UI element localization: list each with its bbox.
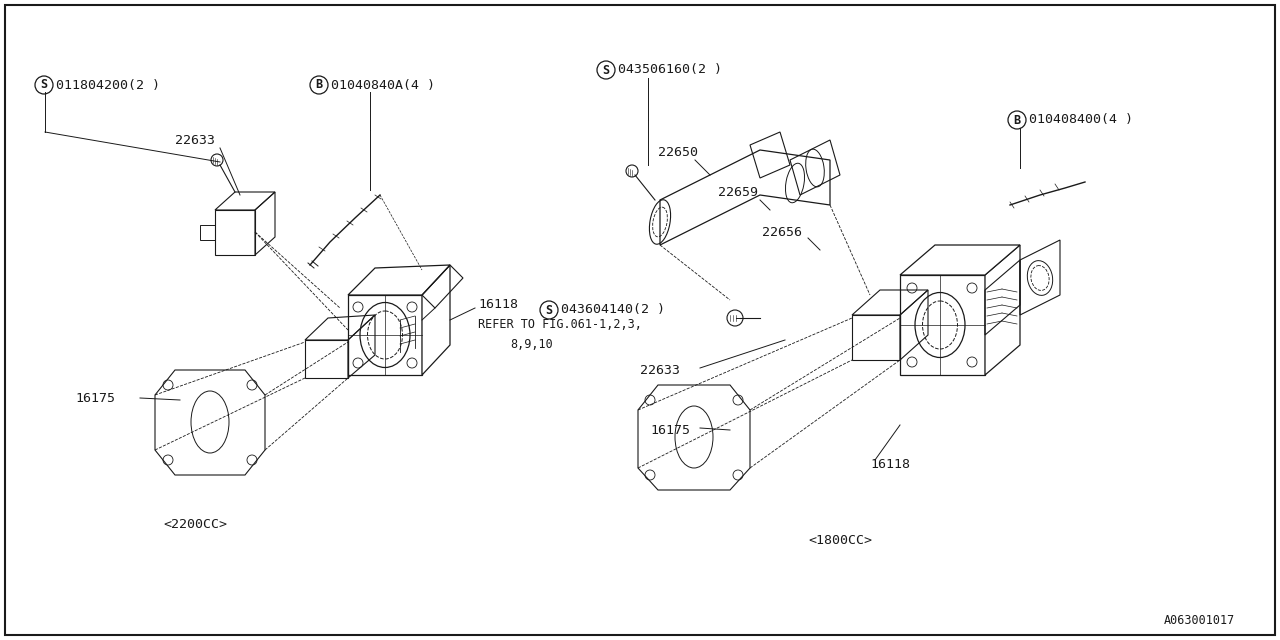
Text: 22650: 22650 xyxy=(658,145,698,159)
Text: REFER TO FIG.061-1,2,3,: REFER TO FIG.061-1,2,3, xyxy=(477,319,641,332)
Text: 16175: 16175 xyxy=(76,392,115,404)
Text: 22656: 22656 xyxy=(762,225,803,239)
Text: <2200CC>: <2200CC> xyxy=(163,518,227,531)
Text: 043506160(2 ): 043506160(2 ) xyxy=(618,63,722,77)
Polygon shape xyxy=(348,295,422,375)
Text: 16118: 16118 xyxy=(870,458,910,472)
Text: S: S xyxy=(603,63,609,77)
Polygon shape xyxy=(900,245,1020,275)
Text: B: B xyxy=(1014,113,1020,127)
Text: 22659: 22659 xyxy=(718,186,758,198)
Text: 22633: 22633 xyxy=(640,364,680,376)
Polygon shape xyxy=(986,245,1020,375)
Text: 16175: 16175 xyxy=(650,424,690,436)
Text: 011804200(2 ): 011804200(2 ) xyxy=(56,79,160,92)
Text: A063001017: A063001017 xyxy=(1164,614,1235,627)
Polygon shape xyxy=(422,265,451,375)
Text: <1800CC>: <1800CC> xyxy=(808,534,872,547)
Text: 8,9,10: 8,9,10 xyxy=(509,339,553,351)
Polygon shape xyxy=(900,275,986,375)
Text: 010408400(4 ): 010408400(4 ) xyxy=(1029,113,1133,127)
Text: S: S xyxy=(41,79,47,92)
Text: 16118: 16118 xyxy=(477,298,518,312)
Text: 01040840A(4 ): 01040840A(4 ) xyxy=(332,79,435,92)
Text: S: S xyxy=(545,303,553,317)
Text: 043604140(2 ): 043604140(2 ) xyxy=(561,303,666,317)
Polygon shape xyxy=(348,265,451,295)
Text: 22633: 22633 xyxy=(175,134,215,147)
Text: B: B xyxy=(315,79,323,92)
